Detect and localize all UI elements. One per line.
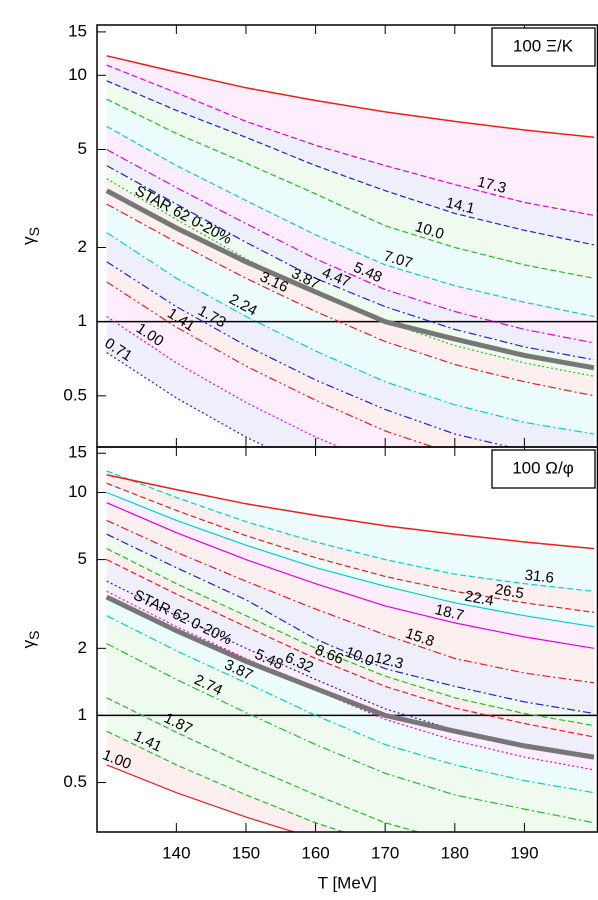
plot-area: 31.626.522.418.715.812.310.08.666.325.48… bbox=[97, 470, 598, 832]
x-tick-label: 190 bbox=[510, 843, 538, 862]
contour-line bbox=[106, 502, 595, 649]
panel-label-box bbox=[491, 449, 596, 489]
panel: 17.314.110.07.075.484.473.873.162.241.73… bbox=[19, 21, 598, 448]
x-tick-label: 160 bbox=[301, 843, 329, 862]
band bbox=[106, 483, 595, 627]
contour-line bbox=[106, 764, 297, 832]
band bbox=[106, 99, 595, 317]
y-axis-label-sub: S bbox=[26, 631, 42, 640]
contour-line bbox=[106, 482, 595, 613]
x-tick-label: 140 bbox=[162, 843, 190, 862]
x-axis-label: T [MeV] bbox=[318, 873, 377, 892]
contour-line bbox=[106, 590, 595, 771]
y-tick-label: 1 bbox=[78, 311, 87, 330]
contour-label: 14.1 bbox=[444, 194, 476, 217]
contour-line bbox=[106, 281, 436, 447]
y-axis-label: γS bbox=[19, 227, 41, 245]
y-axis-label-main: γ bbox=[19, 236, 38, 245]
contour-label: 18.7 bbox=[433, 601, 465, 624]
y-axis-label: γS bbox=[19, 631, 41, 649]
star-line bbox=[105, 188, 595, 371]
y-axis-label-main: γ bbox=[19, 639, 38, 648]
contour-line bbox=[106, 232, 595, 435]
contour-line bbox=[106, 615, 595, 794]
band bbox=[106, 615, 595, 823]
y-tick-label: 0.5 bbox=[63, 772, 87, 791]
y-tick-label: 5 bbox=[78, 139, 87, 158]
plot-area: 17.314.110.07.075.484.473.873.162.241.73… bbox=[97, 55, 598, 447]
y-tick-label: 10 bbox=[68, 482, 87, 501]
contour-label: 26.5 bbox=[494, 581, 526, 602]
panel-label: 100 Ξ/K bbox=[513, 36, 574, 55]
y-tick-label: 1 bbox=[78, 705, 87, 724]
contour-line bbox=[106, 125, 595, 318]
y-tick-label: 2 bbox=[78, 638, 87, 657]
band bbox=[106, 643, 595, 832]
contour-line bbox=[106, 64, 595, 216]
band bbox=[106, 55, 595, 216]
band bbox=[106, 204, 595, 435]
contour-line bbox=[106, 643, 595, 824]
band bbox=[106, 165, 595, 377]
contour-line bbox=[106, 98, 595, 279]
contour-label: 12.3 bbox=[373, 649, 405, 673]
band bbox=[106, 559, 595, 759]
boundary-line bbox=[106, 474, 595, 550]
contour-line bbox=[106, 491, 595, 628]
contour-label: 17.3 bbox=[475, 173, 507, 197]
contour-line bbox=[106, 559, 595, 738]
band bbox=[106, 520, 595, 714]
band bbox=[106, 591, 595, 793]
x-tick-label: 170 bbox=[371, 843, 399, 862]
x-tick-label: 180 bbox=[441, 843, 469, 862]
band bbox=[106, 470, 595, 592]
star-line bbox=[105, 594, 595, 760]
contour-line bbox=[106, 80, 595, 246]
contour-line bbox=[106, 203, 595, 397]
band bbox=[106, 502, 595, 683]
panel: 31.626.522.418.715.812.310.08.666.325.48… bbox=[19, 443, 598, 892]
y-tick-label: 5 bbox=[78, 549, 87, 568]
y-tick-label: 15 bbox=[68, 21, 87, 40]
contour-line bbox=[106, 697, 421, 832]
contour-line bbox=[106, 165, 595, 361]
panel-label-box bbox=[491, 27, 596, 67]
band bbox=[106, 149, 595, 360]
x-tick-label: 150 bbox=[232, 843, 260, 862]
y-axis-label-sub: S bbox=[26, 227, 42, 236]
band bbox=[106, 548, 595, 738]
y-tick-label: 15 bbox=[68, 443, 87, 462]
band bbox=[106, 731, 344, 832]
y-tick-label: 2 bbox=[78, 237, 87, 256]
contour-line bbox=[106, 580, 595, 760]
contour-line bbox=[106, 548, 595, 727]
contour-label: 22.4 bbox=[463, 588, 495, 610]
contour-line bbox=[106, 470, 595, 592]
band bbox=[106, 80, 595, 279]
contour-line bbox=[106, 261, 513, 447]
boundary-line bbox=[106, 55, 595, 139]
band bbox=[106, 65, 595, 245]
band bbox=[106, 492, 595, 649]
band bbox=[106, 178, 595, 396]
contour-label: 31.6 bbox=[524, 567, 555, 587]
band bbox=[106, 316, 340, 447]
panel-label: 100 Ω/φ bbox=[512, 458, 574, 477]
band bbox=[106, 534, 595, 726]
contour-line bbox=[106, 730, 346, 832]
contour-line bbox=[106, 148, 595, 344]
y-tick-label: 0.5 bbox=[63, 385, 87, 404]
y-tick-label: 10 bbox=[68, 65, 87, 84]
contour-line bbox=[106, 519, 595, 684]
